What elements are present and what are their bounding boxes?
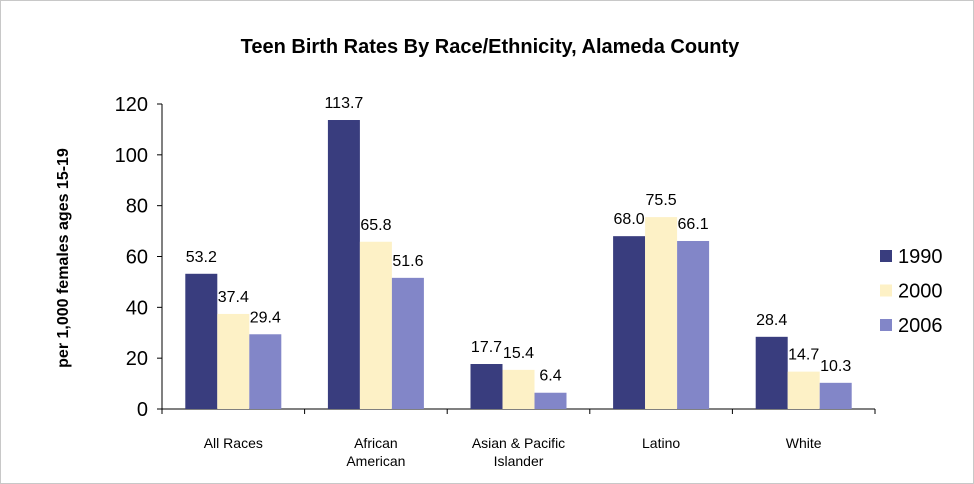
y-tick-label: 20 xyxy=(126,348,148,370)
bar xyxy=(502,369,535,409)
legend-swatch xyxy=(880,284,892,297)
bar xyxy=(677,240,710,409)
bar xyxy=(249,334,282,409)
data-label: 10.3 xyxy=(820,358,851,375)
data-label: 29.4 xyxy=(250,309,281,326)
x-tick-label: Asian & Pacific Islander xyxy=(471,435,566,469)
bar xyxy=(391,277,424,409)
data-label: 15.4 xyxy=(503,345,534,362)
bar xyxy=(217,313,250,409)
data-label: 37.4 xyxy=(218,289,249,306)
chart-title: Teen Birth Rates By Race/Ethnicity, Alam… xyxy=(241,36,741,58)
bar xyxy=(613,236,646,409)
legend-swatch xyxy=(880,319,892,331)
bar xyxy=(755,336,788,409)
x-tick-label: Latino xyxy=(642,435,681,451)
data-label: 28.4 xyxy=(756,312,787,329)
bar xyxy=(787,371,820,409)
data-label: 17.7 xyxy=(471,339,502,356)
data-label: 53.2 xyxy=(186,249,217,266)
x-tick-label: White xyxy=(785,435,822,451)
y-axis-label: per 1,000 females ages 15-19 xyxy=(55,148,72,368)
data-label: 68.0 xyxy=(614,211,645,228)
legend-label: 2006 xyxy=(898,315,943,337)
legend-label: 1990 xyxy=(898,246,943,268)
y-tick-label: 120 xyxy=(115,94,148,116)
data-label: 51.6 xyxy=(392,253,423,270)
y-tick-label: 100 xyxy=(115,145,148,167)
x-tick-label: All Races xyxy=(203,435,263,451)
y-tick-label: 60 xyxy=(126,247,148,269)
x-tick-label: African American xyxy=(346,435,406,469)
data-label: 65.8 xyxy=(360,217,391,234)
y-tick-label: 0 xyxy=(137,399,148,421)
bar xyxy=(645,217,678,409)
data-label: 14.7 xyxy=(788,347,819,364)
bar xyxy=(359,241,392,409)
bar xyxy=(819,382,852,409)
legend-swatch xyxy=(880,250,892,262)
y-tick-label: 80 xyxy=(126,196,148,218)
data-label: 75.5 xyxy=(646,192,677,209)
data-label: 66.1 xyxy=(678,216,709,233)
bar xyxy=(185,273,218,409)
bar xyxy=(534,392,567,409)
bar xyxy=(327,120,360,409)
y-tick-label: 40 xyxy=(126,297,148,319)
data-label: 113.7 xyxy=(324,95,363,112)
data-label: 6.4 xyxy=(539,368,561,385)
bar xyxy=(470,364,503,409)
legend-label: 2000 xyxy=(898,281,943,303)
